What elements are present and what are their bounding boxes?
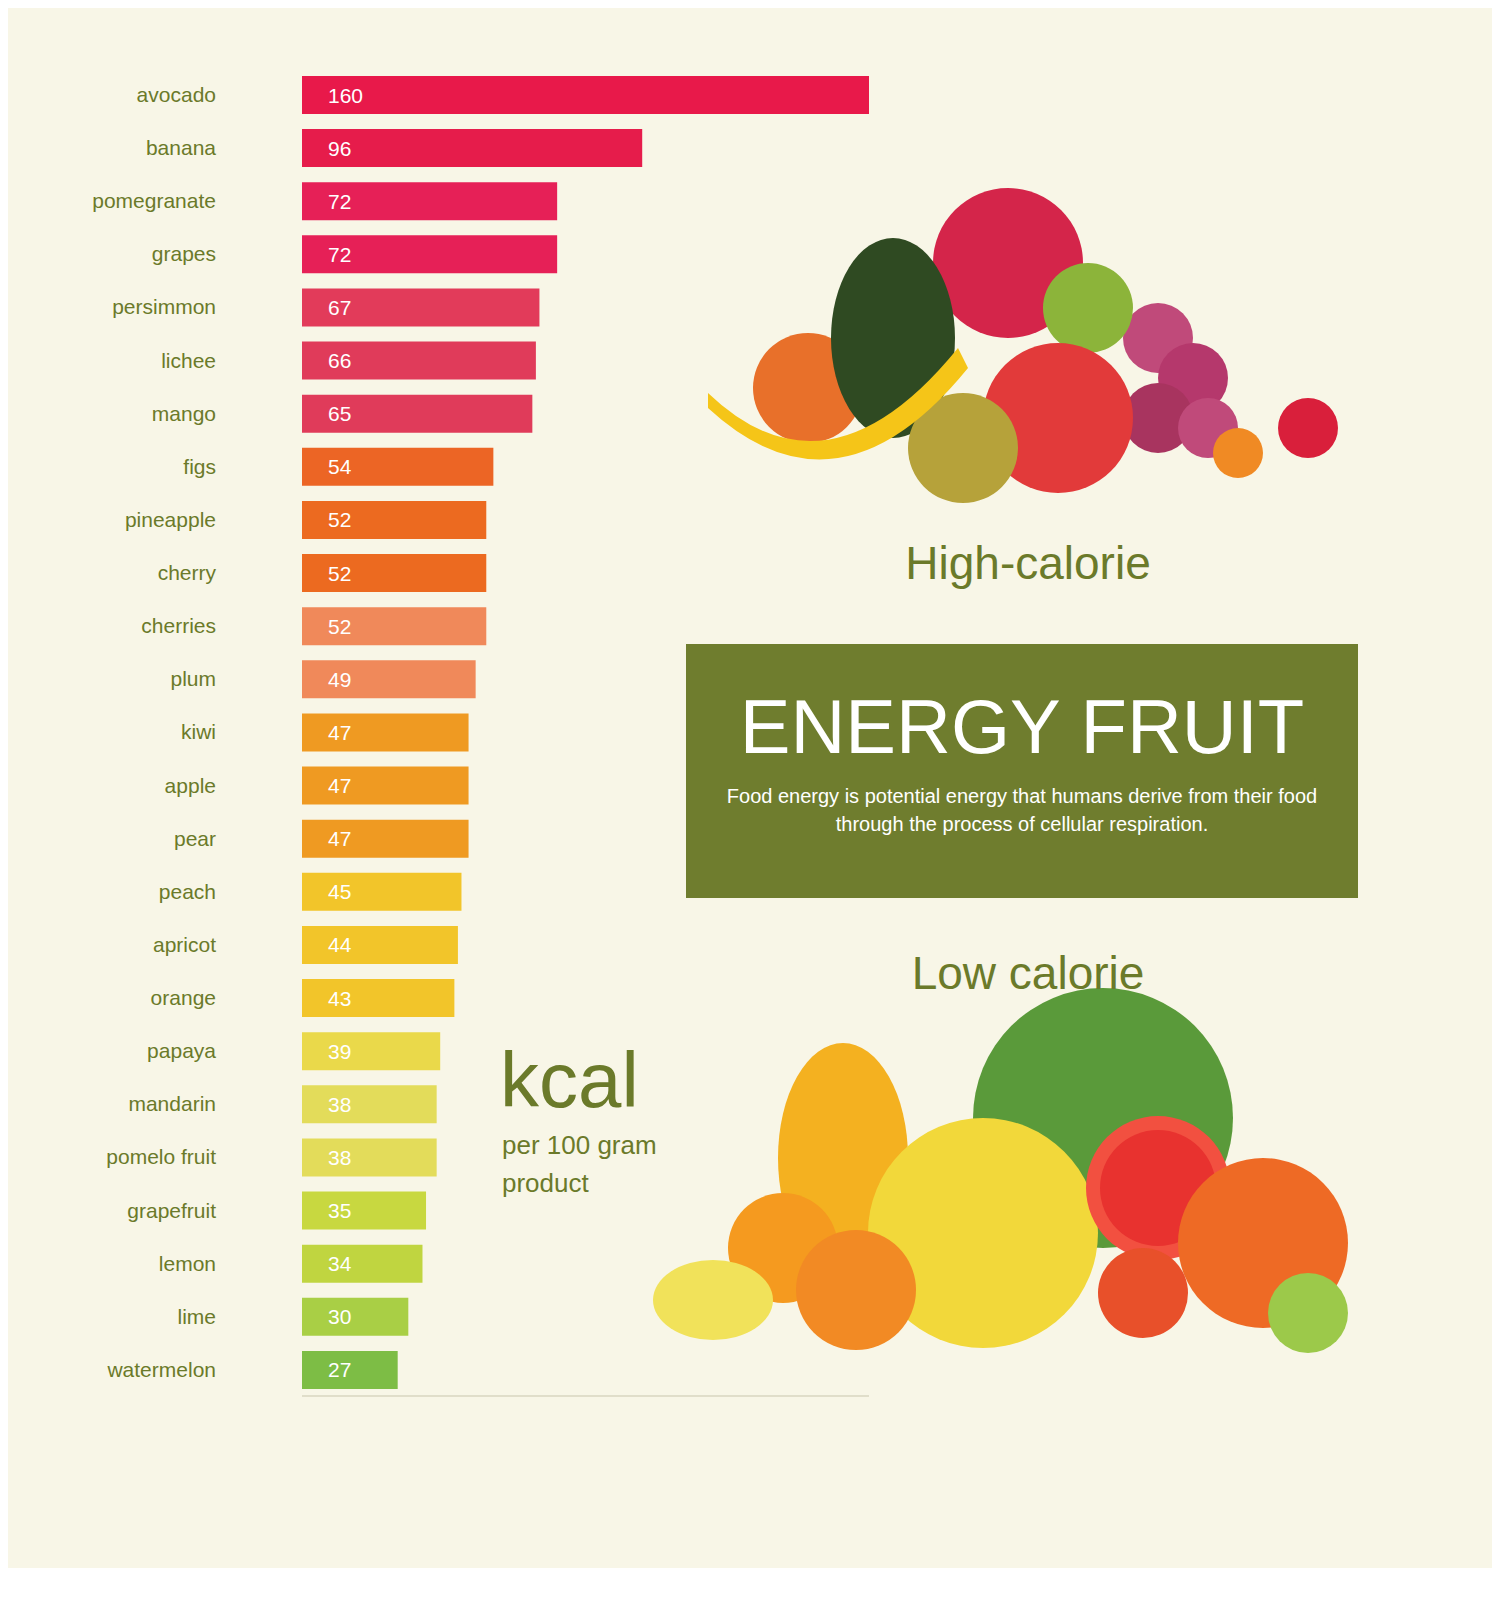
svg-text:peach: peach xyxy=(159,880,216,903)
html-text:Food energy is potential energ: Food energy is potential energy that hum… xyxy=(726,785,1318,835)
svg-text:72: 72 xyxy=(328,190,351,213)
svg-text:pomegranate: pomegranate xyxy=(92,189,216,212)
html-text:Low calorie: Low calorie xyxy=(911,947,1145,999)
svg-text:cherry: cherry xyxy=(158,561,217,584)
html-text:High-calorie: High-calorie xyxy=(905,537,1151,589)
svg-text:figs: figs xyxy=(183,455,216,478)
svg-text:pear: pear xyxy=(174,827,216,850)
svg-text:persimmon: persimmon xyxy=(112,295,216,318)
svg-text:watermelon: watermelon xyxy=(106,1358,216,1381)
svg-text:45: 45 xyxy=(328,880,351,903)
svg-text:47: 47 xyxy=(328,721,351,744)
svg-text:38: 38 xyxy=(328,1093,351,1116)
svg-text:35: 35 xyxy=(328,1199,351,1222)
svg-text:lemon: lemon xyxy=(159,1252,216,1275)
svg-text:72: 72 xyxy=(328,243,351,266)
svg-text:lime: lime xyxy=(177,1305,216,1328)
svg-text:27: 27 xyxy=(328,1358,351,1381)
svg-text:67: 67 xyxy=(328,296,351,319)
svg-text:mandarin: mandarin xyxy=(128,1092,216,1115)
svg-text:lichee: lichee xyxy=(161,349,216,372)
svg-text:52: 52 xyxy=(328,508,351,531)
svg-text:96: 96 xyxy=(328,137,351,160)
svg-text:pomelo fruit: pomelo fruit xyxy=(106,1145,216,1168)
svg-text:kiwi: kiwi xyxy=(181,720,216,743)
svg-text:49: 49 xyxy=(328,668,351,691)
html-text:per 100 gram product: per 100 gram product xyxy=(502,1130,657,1198)
svg-text:30: 30 xyxy=(328,1305,351,1328)
svg-text:plum: plum xyxy=(170,667,216,690)
svg-text:grapefruit: grapefruit xyxy=(127,1199,216,1222)
svg-text:38: 38 xyxy=(328,1146,351,1169)
svg-text:44: 44 xyxy=(328,933,352,956)
svg-text:grapes: grapes xyxy=(152,242,216,265)
svg-text:papaya: papaya xyxy=(147,1039,216,1062)
svg-text:apricot: apricot xyxy=(153,933,216,956)
svg-text:52: 52 xyxy=(328,562,351,585)
svg-text:39: 39 xyxy=(328,1040,351,1063)
svg-text:160: 160 xyxy=(328,84,363,107)
svg-text:avocado: avocado xyxy=(137,83,216,106)
svg-text:banana: banana xyxy=(146,136,216,159)
html-text:ENERGY FRUIT: ENERGY FRUIT xyxy=(739,684,1305,769)
svg-text:orange: orange xyxy=(151,986,216,1009)
svg-text:65: 65 xyxy=(328,402,351,425)
svg-text:mango: mango xyxy=(152,402,216,425)
svg-text:pineapple: pineapple xyxy=(125,508,216,531)
svg-text:43: 43 xyxy=(328,987,351,1010)
html-text:kcal: kcal xyxy=(500,1036,639,1124)
svg-text:cherries: cherries xyxy=(141,614,216,637)
svg-text:47: 47 xyxy=(328,827,351,850)
svg-text:66: 66 xyxy=(328,349,351,372)
svg-text:52: 52 xyxy=(328,615,351,638)
svg-text:34: 34 xyxy=(328,1252,352,1275)
svg-text:apple: apple xyxy=(165,774,216,797)
svg-text:47: 47 xyxy=(328,774,351,797)
svg-text:54: 54 xyxy=(328,455,352,478)
